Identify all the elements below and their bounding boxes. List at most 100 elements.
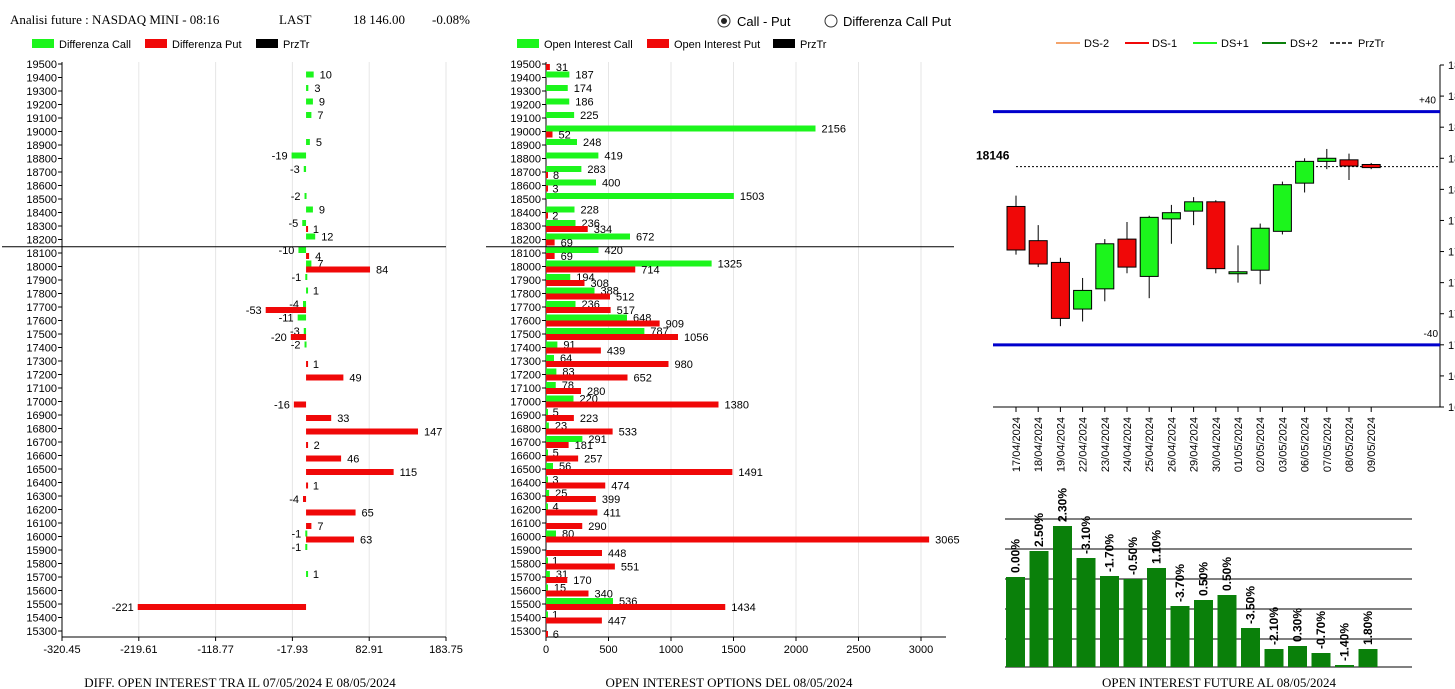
call-bar — [306, 85, 309, 91]
call-bar — [304, 193, 307, 199]
bar-value-label: 3 — [314, 83, 320, 95]
put-bar — [546, 631, 548, 637]
bar-value-label: 84 — [376, 265, 388, 277]
put-bar — [546, 185, 548, 192]
strike-label: 19300 — [510, 86, 541, 98]
bar-value-label: 474 — [611, 481, 629, 493]
date-label: 24/04/2024 — [1122, 417, 1134, 472]
put-bar — [306, 428, 419, 435]
put-bar — [546, 496, 596, 502]
radio-difference-label[interactable]: Differenza Call Put — [843, 14, 952, 29]
bar-value-label: 174 — [574, 83, 592, 95]
put-bar — [306, 482, 309, 489]
strike-label: 18600 — [510, 181, 541, 193]
x-tick-label: 500 — [599, 644, 617, 656]
future-oi-bar — [1358, 649, 1378, 667]
bar-value-label: 1 — [552, 556, 558, 568]
strike-label: 18700 — [510, 167, 541, 179]
future-oi-label: -2.10% — [1267, 607, 1281, 645]
y-tick-label: 18800 — [1448, 60, 1455, 72]
future-oi-label: -3.70% — [1173, 564, 1187, 602]
call-bar — [546, 503, 548, 510]
bar-value-label: 1503 — [740, 191, 764, 203]
call-bar — [546, 166, 582, 172]
bar-value-label: 533 — [619, 427, 637, 439]
candle-body — [1228, 271, 1248, 275]
call-bar — [546, 449, 548, 456]
y-tick-label: 18200 — [1448, 153, 1455, 165]
y-tick-label: 18600 — [1448, 91, 1455, 103]
bar-value-label: 411 — [603, 508, 621, 520]
upper-band-label: +40 — [1419, 96, 1436, 107]
candle-body — [1095, 243, 1115, 290]
bar-value-label: 33 — [337, 413, 349, 425]
date-label: 09/05/2024 — [1366, 417, 1378, 472]
legend-chart2: Open Interest Call Open Interest Put Prz… — [517, 39, 827, 51]
candle-body — [1028, 240, 1048, 265]
date-label: 07/05/2024 — [1322, 417, 1334, 472]
x-tick-label: 1500 — [721, 644, 745, 656]
chart4-title: OPEN INTEREST FUTURE AL 08/05/2024 — [1102, 675, 1337, 689]
candle-body — [1361, 163, 1381, 169]
call-bar — [546, 422, 549, 429]
bar-value-label: 399 — [602, 494, 620, 506]
strike-label: 17600 — [26, 316, 57, 328]
radio-call-put-label[interactable]: Call - Put — [737, 14, 791, 29]
x-tick-label: 0 — [543, 644, 549, 656]
page-title: Analisi future : NASDAQ MINI - 08:16 — [10, 12, 220, 27]
bar-value-label: 1491 — [738, 467, 762, 479]
future-oi-label: -3.10% — [1079, 516, 1093, 554]
y-tick-label: 17200 — [1448, 309, 1455, 321]
strike-label: 15900 — [510, 545, 541, 557]
put-bar — [306, 253, 310, 259]
bar-value-label: 1 — [552, 610, 558, 622]
put-bar — [306, 509, 356, 516]
legend-chart3: DS-2 DS-1 DS+1 DS+2 PrzTr — [1056, 38, 1385, 50]
bar-value-label: 4 — [553, 502, 559, 514]
date-label: 25/04/2024 — [1144, 417, 1156, 472]
future-oi-bar — [1241, 628, 1260, 667]
future-oi-bar — [1029, 551, 1049, 667]
put-bar — [546, 361, 669, 367]
strike-label: 19100 — [26, 113, 57, 125]
strike-label: 18200 — [510, 235, 541, 247]
call-bar — [305, 274, 308, 280]
candle-body — [1139, 216, 1159, 277]
candlestick-chart: 16600 16800 17000 17200 17400 17600 17800 18000… — [976, 60, 1455, 472]
call-bar — [546, 395, 574, 402]
call-bar — [546, 206, 575, 213]
date-label: 02/05/2024 — [1255, 417, 1267, 472]
call-bar — [546, 598, 613, 604]
strike-label: 16900 — [510, 410, 541, 422]
future-oi-bar — [1147, 568, 1166, 667]
put-bar — [306, 442, 309, 448]
legend-put-label: Differenza Put — [172, 39, 242, 51]
call-bar — [303, 301, 307, 307]
strike-label: 15400 — [510, 613, 541, 625]
future-oi-bar — [1311, 653, 1331, 667]
strike-label: 16700 — [510, 437, 541, 449]
put-bar — [306, 455, 342, 462]
put-bar — [546, 469, 733, 475]
put-bar — [306, 361, 309, 367]
radio-difference-circle[interactable] — [824, 14, 838, 28]
future-oi-bar — [1100, 576, 1119, 667]
strike-label: 18600 — [26, 181, 57, 193]
put-bar — [546, 307, 611, 313]
y-tick-label: 17000 — [1448, 340, 1455, 352]
strike-label: 16100 — [510, 518, 541, 530]
call-bar — [291, 152, 307, 159]
call-bar — [546, 571, 550, 577]
call-bar — [306, 287, 309, 294]
future-oi-bar — [1194, 600, 1213, 667]
strike-label: 16300 — [26, 491, 57, 503]
strike-label: 18400 — [26, 208, 57, 220]
radio-difference[interactable]: Differenza Call Put — [824, 14, 952, 29]
bar-value-label: 2 — [314, 440, 320, 452]
call-bar — [546, 98, 570, 105]
future-oi-label: 2.50% — [1032, 513, 1046, 547]
put-bar — [546, 536, 930, 543]
strike-label: 16300 — [510, 491, 541, 503]
radio-call-put[interactable]: Call - Put — [717, 14, 791, 29]
future-oi-label: -1.40% — [1338, 623, 1352, 661]
